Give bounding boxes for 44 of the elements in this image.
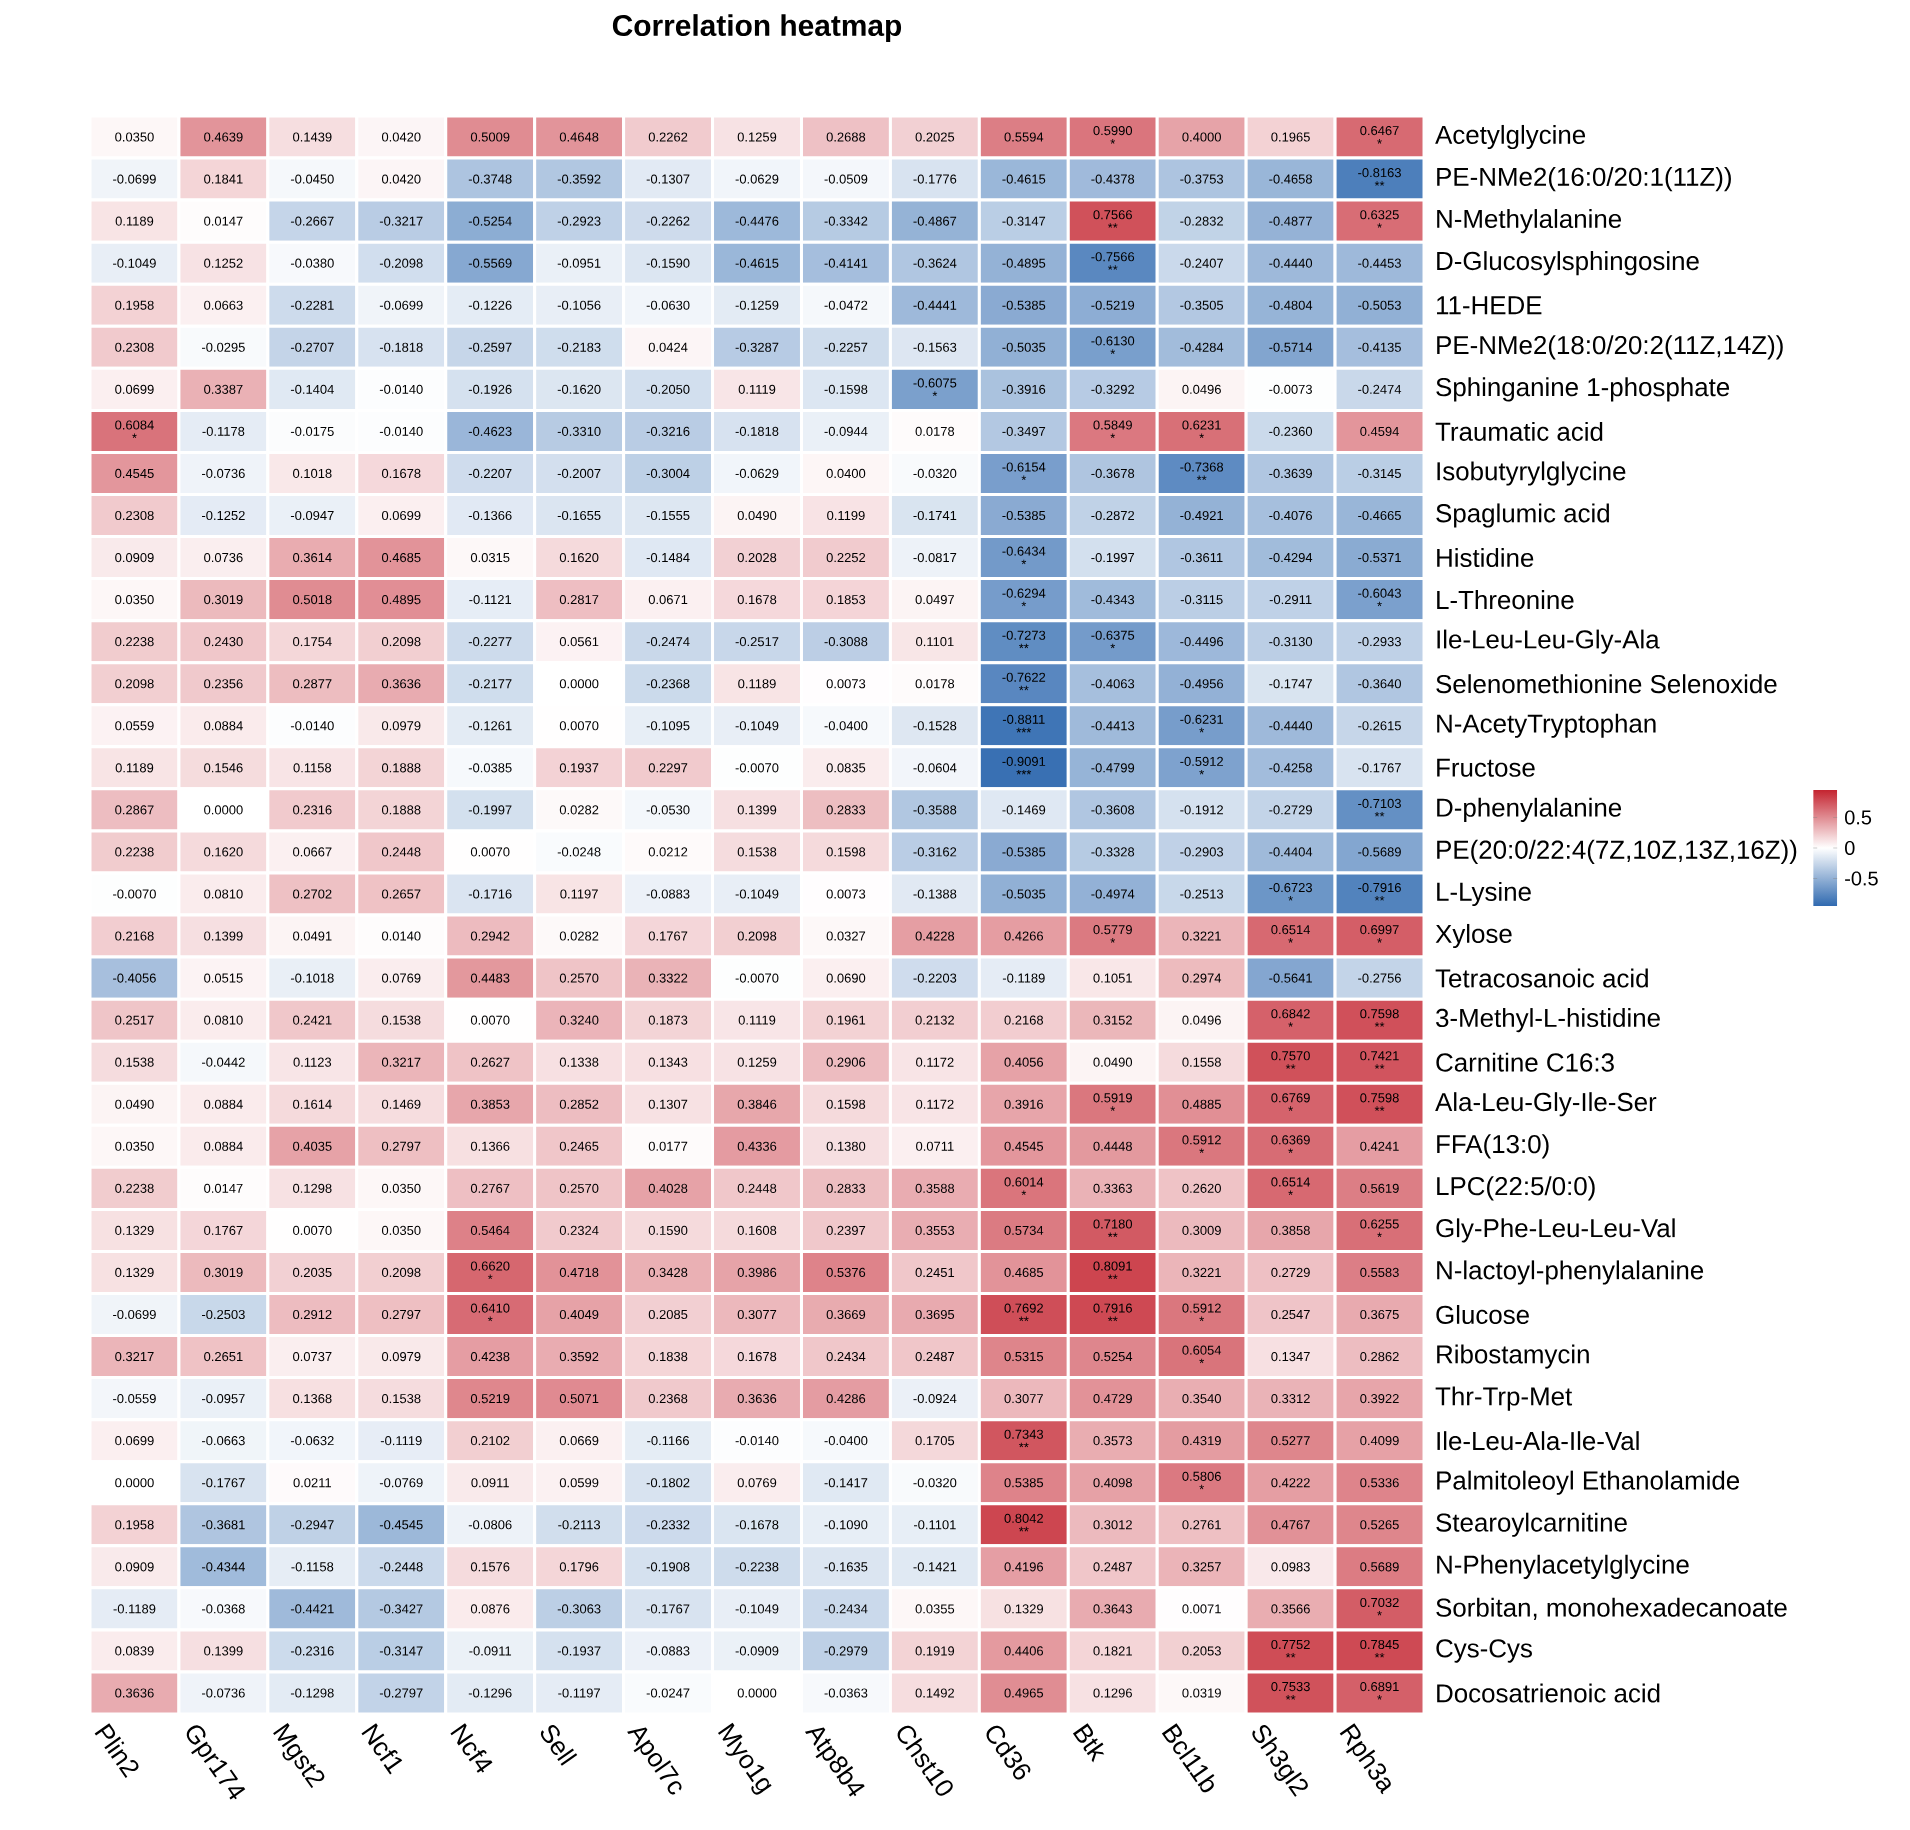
y-tick-label: Traumatic acid xyxy=(1435,421,1603,441)
color-bar-label: 0.5 xyxy=(1845,810,1872,825)
y-tick-label: Cys-Cys xyxy=(1436,1639,1532,1663)
y-tick-label: L-Lysine xyxy=(1437,881,1531,907)
y-tick-label: Carnitine C16:3 xyxy=(1436,1052,1614,1072)
y-tick-label: Docosatrienoic acid xyxy=(1437,1683,1660,1703)
y-tick-label: Stearoylcarnitine xyxy=(1436,1512,1627,1537)
y-tick-label: N-Methylalanine xyxy=(1437,209,1622,234)
y-tick-label: FFA(13:0) xyxy=(1437,1134,1549,1159)
y-tick-label: LPC(22:5/0:0) xyxy=(1437,1176,1595,1201)
y-tick-label: Ribostamycin xyxy=(1437,1344,1589,1369)
y-tick-label: PE-NMe2(16:0/20:1(11Z)) xyxy=(1437,167,1731,192)
y-tick-label: Glucose xyxy=(1436,1304,1529,1325)
y-tick-label: PE(20:0/22:4(7Z,10Z,13Z,16Z)) xyxy=(1437,839,1797,865)
y-tick-label: Histidine xyxy=(1437,548,1534,568)
y-tick-label: PE-NMe2(18:0/20:2(11Z,14Z)) xyxy=(1437,335,1783,360)
y-tick-label: Isobutyrylglycine xyxy=(1437,461,1626,486)
y-tick-label: N-AcetyTryptophan xyxy=(1437,713,1656,738)
y-tick-label: Thr-Trp-Met xyxy=(1435,1386,1573,1411)
y-tick-label: Spaglumic acid xyxy=(1436,503,1609,528)
color-bar-label: -0.5 xyxy=(1845,871,1878,886)
y-tick-label: Tetracosanoic acid xyxy=(1435,968,1648,988)
y-tick-label: N-Phenylacetylglycine xyxy=(1437,1554,1689,1579)
y-tick-label: L-Threonine xyxy=(1437,590,1574,610)
y-tick-label: Selenomethionine Selenoxide xyxy=(1436,674,1777,694)
y-tick-label: D-phenylalanine xyxy=(1437,797,1622,822)
color-bar-label: 0 xyxy=(1845,840,1855,856)
y-tick-label: 11-HEDE xyxy=(1437,296,1542,315)
y-tick-label: Ile-Leu-Leu-Gly-Ala xyxy=(1437,629,1660,654)
y-tick-label: D-Glucosylsphingosine xyxy=(1437,251,1699,276)
y-tick-label: N-lactoyl-phenylalanine xyxy=(1437,1260,1704,1285)
x-tick-label: Sell xyxy=(540,1724,578,1766)
y-tick-label: Ile-Leu-Ala-Ile-Val xyxy=(1437,1431,1639,1451)
y-tick-label: Fructose xyxy=(1437,758,1535,777)
y-tick-label: Sorbitan, monohexadecanoate xyxy=(1436,1597,1787,1620)
y-tick-label: Acetylglycine xyxy=(1435,124,1586,150)
chart-title: Correlation heatmap xyxy=(612,14,902,42)
y-tick-label: Ala-Leu-Gly-Ile-Ser xyxy=(1435,1092,1657,1117)
y-tick-label: Palmitoleoyl Ethanolamide xyxy=(1437,1470,1740,1495)
y-tick-label: 3-Methyl-L-histidine xyxy=(1436,1008,1660,1033)
y-tick-label: Sphinganine 1-phosphate xyxy=(1436,377,1730,402)
y-tick-label: Gly-Phe-Leu-Leu-Val xyxy=(1436,1218,1675,1243)
x-tick-label: Btk xyxy=(1072,1723,1105,1763)
y-tick-label: Xylose xyxy=(1435,923,1512,949)
